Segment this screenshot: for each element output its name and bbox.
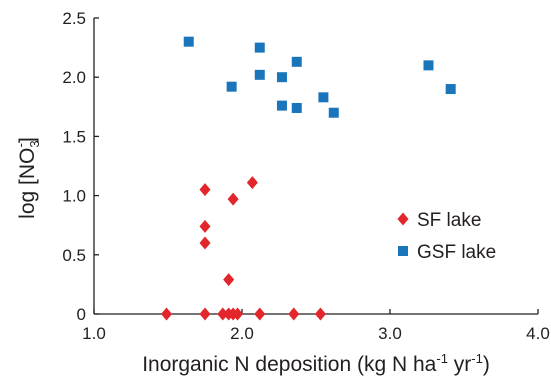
x-tick-label: 4.0 (526, 324, 550, 343)
sf-lake-point (199, 307, 211, 321)
sf-lake-point (232, 307, 244, 321)
sf-lake-point (199, 183, 211, 197)
sf-lake-point (254, 307, 266, 321)
x-axis-title: Inorganic N deposition (kg N ha-1 yr-1) (142, 351, 490, 376)
gsf-lake-point (291, 56, 302, 67)
sf-lake-point (199, 219, 211, 233)
gsf-lake-point (226, 81, 237, 92)
gsf-lake-point (254, 69, 265, 80)
gsf-lake-point (291, 102, 302, 113)
legend-marker (398, 246, 408, 256)
gsf-lake-point (328, 107, 339, 118)
sf-lake-point (217, 307, 229, 321)
y-tick-label: 2.5 (62, 9, 86, 28)
y-tick-label: 0.5 (62, 246, 86, 265)
y-tick-label: 0 (77, 305, 86, 324)
y-tick-label: 1.5 (62, 127, 86, 146)
data-points (160, 36, 456, 321)
sf-lake-point (199, 236, 211, 250)
y-tick-label: 1.0 (62, 187, 86, 206)
gsf-lake-point (318, 92, 329, 103)
sf-lake-point (246, 176, 258, 190)
x-tick-label: 3.0 (378, 324, 402, 343)
x-tick-label: 2.0 (230, 324, 254, 343)
series-sf-lake (160, 176, 326, 321)
gsf-lake-point (254, 42, 265, 53)
sf-lake-point (314, 307, 326, 321)
series-gsf-lake (183, 36, 456, 118)
gsf-lake-point (183, 36, 194, 47)
x-tick-label: 1.0 (82, 324, 106, 343)
sf-lake-point (288, 307, 300, 321)
y-axis-title: log [NO3-] (13, 137, 42, 219)
sf-lake-point (227, 192, 239, 206)
gsf-lake-point (445, 84, 456, 95)
legend-label: SF lake (417, 210, 481, 231)
legend-item-sf-lake: SF lake (397, 210, 481, 231)
y-tick-label: 2.0 (62, 68, 86, 87)
legend-label: GSF lake (417, 242, 496, 263)
gsf-lake-point (276, 72, 287, 83)
sf-lake-point (223, 273, 235, 287)
gsf-lake-point (423, 60, 434, 71)
legend-item-gsf-lake: GSF lake (398, 242, 496, 263)
gsf-lake-point (276, 100, 287, 111)
sf-lake-point (160, 307, 173, 321)
legend: SF lake GSF lake (397, 210, 496, 263)
legend-marker (397, 212, 409, 226)
axes: 0 0.5 1.0 1.5 2.0 2.5 1.0 2.0 3.0 4.0 (62, 9, 549, 343)
